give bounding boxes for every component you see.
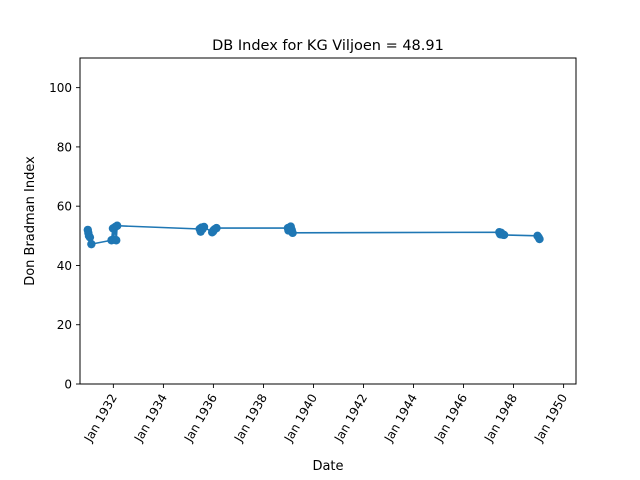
data-point: [85, 233, 95, 242]
data-point: [199, 222, 209, 232]
y-axis-ticks: 0 20 40 60 80 100: [49, 81, 80, 392]
data-point: [112, 221, 122, 230]
y-tick-label: 40: [57, 259, 72, 273]
data-point: [288, 228, 297, 238]
series-layer: [83, 221, 544, 249]
plot-area: [80, 58, 576, 384]
data-point: [87, 239, 96, 249]
data-point: [535, 234, 544, 244]
data-point: [112, 236, 121, 245]
y-tick-label: 100: [49, 81, 72, 95]
chart-title: DB Index for KG Viljoen = 48.91: [212, 38, 444, 54]
plot-frame: [79, 57, 577, 385]
x-axis-label: Date: [312, 459, 343, 474]
y-tick-label: 80: [57, 140, 72, 154]
data-point: [499, 230, 509, 240]
data-point: [212, 223, 221, 233]
y-tick-label: 0: [64, 378, 72, 392]
y-tick-label: 60: [57, 200, 72, 214]
y-tick-label: 20: [57, 318, 72, 332]
y-axis-label: Don Bradman Index: [23, 156, 38, 286]
